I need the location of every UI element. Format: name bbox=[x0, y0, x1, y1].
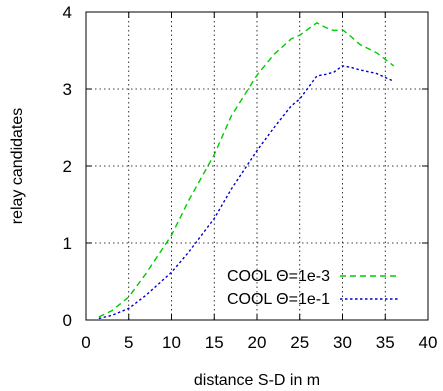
x-tick-label: 15 bbox=[205, 333, 224, 352]
x-tick-label: 30 bbox=[333, 333, 352, 352]
series-group bbox=[98, 21, 395, 320]
y-tick-label: 0 bbox=[63, 311, 72, 330]
x-tick-label: 0 bbox=[81, 333, 90, 352]
y-tick-label: 1 bbox=[63, 234, 72, 253]
x-axis-label: distance S-D in m bbox=[194, 372, 320, 389]
x-tick-label: 35 bbox=[376, 333, 395, 352]
y-axis-label: relay candidates bbox=[9, 108, 26, 225]
x-tick-label: 25 bbox=[290, 333, 309, 352]
y-tick-label: 2 bbox=[63, 157, 72, 176]
series-line-2 bbox=[98, 65, 395, 320]
legend: COOL Θ=1e-3 COOL Θ=1e-1 bbox=[227, 268, 400, 308]
y-tick-label: 3 bbox=[63, 80, 72, 99]
x-tick-label: 5 bbox=[124, 333, 133, 352]
legend-label-series-1: COOL Θ=1e-3 bbox=[227, 268, 330, 285]
x-tick-label: 20 bbox=[248, 333, 267, 352]
legend-label-series-2: COOL Θ=1e-1 bbox=[227, 291, 330, 308]
grid bbox=[86, 12, 428, 320]
y-tick-label: 4 bbox=[63, 3, 72, 22]
axis-ticks: 0 5 10 15 20 25 30 35 40 0 1 2 3 4 bbox=[63, 3, 438, 352]
series-line-1 bbox=[98, 21, 395, 318]
x-tick-label: 40 bbox=[419, 333, 438, 352]
x-tick-label: 10 bbox=[162, 333, 181, 352]
